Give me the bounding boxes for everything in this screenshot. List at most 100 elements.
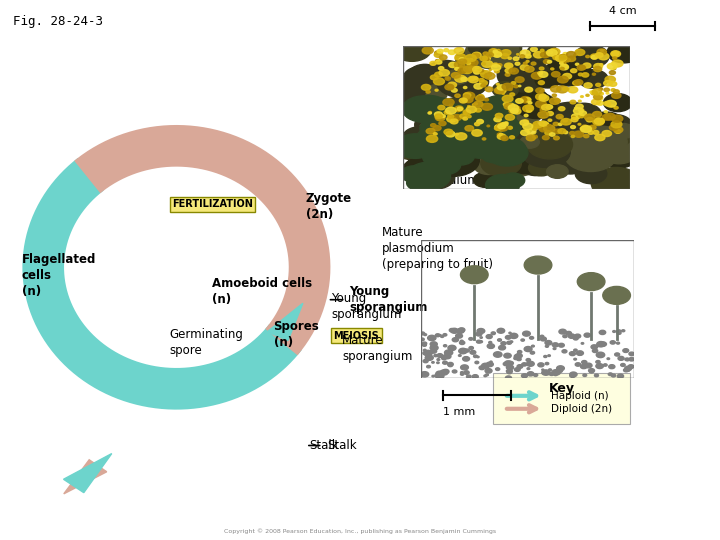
Circle shape (491, 138, 526, 160)
Circle shape (458, 333, 461, 334)
Circle shape (479, 366, 485, 369)
Circle shape (548, 119, 552, 122)
Circle shape (474, 70, 480, 74)
Circle shape (426, 129, 435, 134)
Circle shape (516, 354, 522, 358)
Circle shape (584, 333, 590, 337)
Circle shape (528, 160, 554, 176)
Circle shape (467, 115, 471, 118)
Circle shape (616, 330, 621, 333)
Circle shape (527, 129, 536, 134)
Circle shape (570, 100, 576, 104)
Circle shape (432, 375, 434, 377)
Circle shape (477, 119, 483, 124)
Circle shape (499, 133, 503, 136)
Circle shape (595, 83, 600, 86)
Circle shape (549, 48, 560, 55)
Circle shape (526, 60, 529, 62)
Circle shape (436, 65, 489, 98)
Circle shape (464, 65, 474, 72)
Circle shape (482, 103, 492, 110)
Circle shape (440, 153, 472, 174)
Circle shape (501, 50, 511, 56)
Circle shape (439, 55, 447, 60)
Circle shape (476, 332, 482, 336)
Circle shape (554, 373, 557, 376)
Circle shape (523, 120, 528, 123)
Circle shape (446, 77, 449, 79)
Circle shape (591, 137, 636, 166)
Circle shape (474, 77, 477, 79)
Circle shape (521, 97, 531, 103)
Circle shape (390, 80, 426, 103)
Circle shape (405, 76, 443, 99)
Circle shape (570, 372, 577, 377)
Circle shape (559, 329, 567, 334)
Circle shape (468, 118, 512, 145)
Circle shape (540, 105, 545, 109)
Circle shape (592, 89, 601, 95)
Text: Haploid (n): Haploid (n) (551, 391, 608, 401)
Circle shape (613, 330, 616, 333)
Text: 4 cm: 4 cm (609, 6, 636, 16)
Circle shape (600, 114, 632, 135)
Circle shape (437, 354, 443, 357)
Circle shape (524, 98, 531, 102)
Circle shape (458, 69, 466, 73)
Text: Young
sporangium: Young sporangium (349, 285, 428, 314)
Circle shape (505, 361, 512, 366)
Circle shape (498, 124, 505, 129)
Circle shape (438, 66, 444, 70)
Circle shape (524, 114, 528, 117)
Circle shape (549, 369, 552, 371)
Text: Key: Key (549, 382, 575, 395)
Circle shape (448, 364, 453, 367)
Circle shape (575, 63, 579, 65)
Circle shape (482, 363, 490, 368)
Circle shape (469, 66, 476, 71)
Circle shape (443, 361, 447, 364)
Circle shape (455, 75, 466, 82)
Circle shape (472, 52, 481, 58)
Circle shape (436, 334, 440, 337)
Circle shape (497, 50, 500, 51)
Circle shape (510, 341, 513, 342)
Circle shape (602, 114, 611, 120)
Circle shape (498, 339, 501, 341)
Circle shape (426, 355, 433, 360)
Circle shape (508, 105, 518, 111)
Circle shape (501, 53, 509, 59)
Circle shape (499, 346, 505, 350)
Circle shape (475, 361, 479, 364)
Circle shape (457, 111, 487, 130)
Circle shape (490, 66, 492, 68)
Circle shape (495, 70, 499, 73)
Circle shape (508, 361, 513, 365)
Circle shape (516, 53, 519, 55)
Circle shape (413, 131, 456, 158)
Circle shape (483, 52, 489, 56)
Circle shape (462, 67, 472, 73)
Circle shape (575, 107, 577, 109)
Circle shape (571, 126, 575, 129)
Circle shape (506, 370, 510, 372)
Circle shape (465, 55, 476, 62)
Circle shape (514, 357, 518, 360)
Text: Copyright © 2008 Pearson Education, Inc., publishing as Pearson Benjamin Cumming: Copyright © 2008 Pearson Education, Inc.… (224, 528, 496, 534)
Circle shape (467, 106, 477, 113)
Circle shape (564, 131, 568, 134)
Circle shape (449, 138, 467, 149)
Circle shape (455, 94, 460, 97)
Circle shape (615, 353, 620, 356)
Circle shape (586, 118, 593, 122)
Circle shape (464, 349, 469, 352)
Circle shape (521, 137, 570, 167)
Circle shape (463, 95, 470, 99)
Circle shape (588, 131, 594, 134)
Circle shape (593, 94, 603, 100)
Circle shape (526, 135, 536, 141)
Circle shape (580, 161, 608, 179)
Circle shape (613, 68, 616, 70)
Circle shape (552, 343, 559, 347)
Circle shape (570, 352, 575, 356)
